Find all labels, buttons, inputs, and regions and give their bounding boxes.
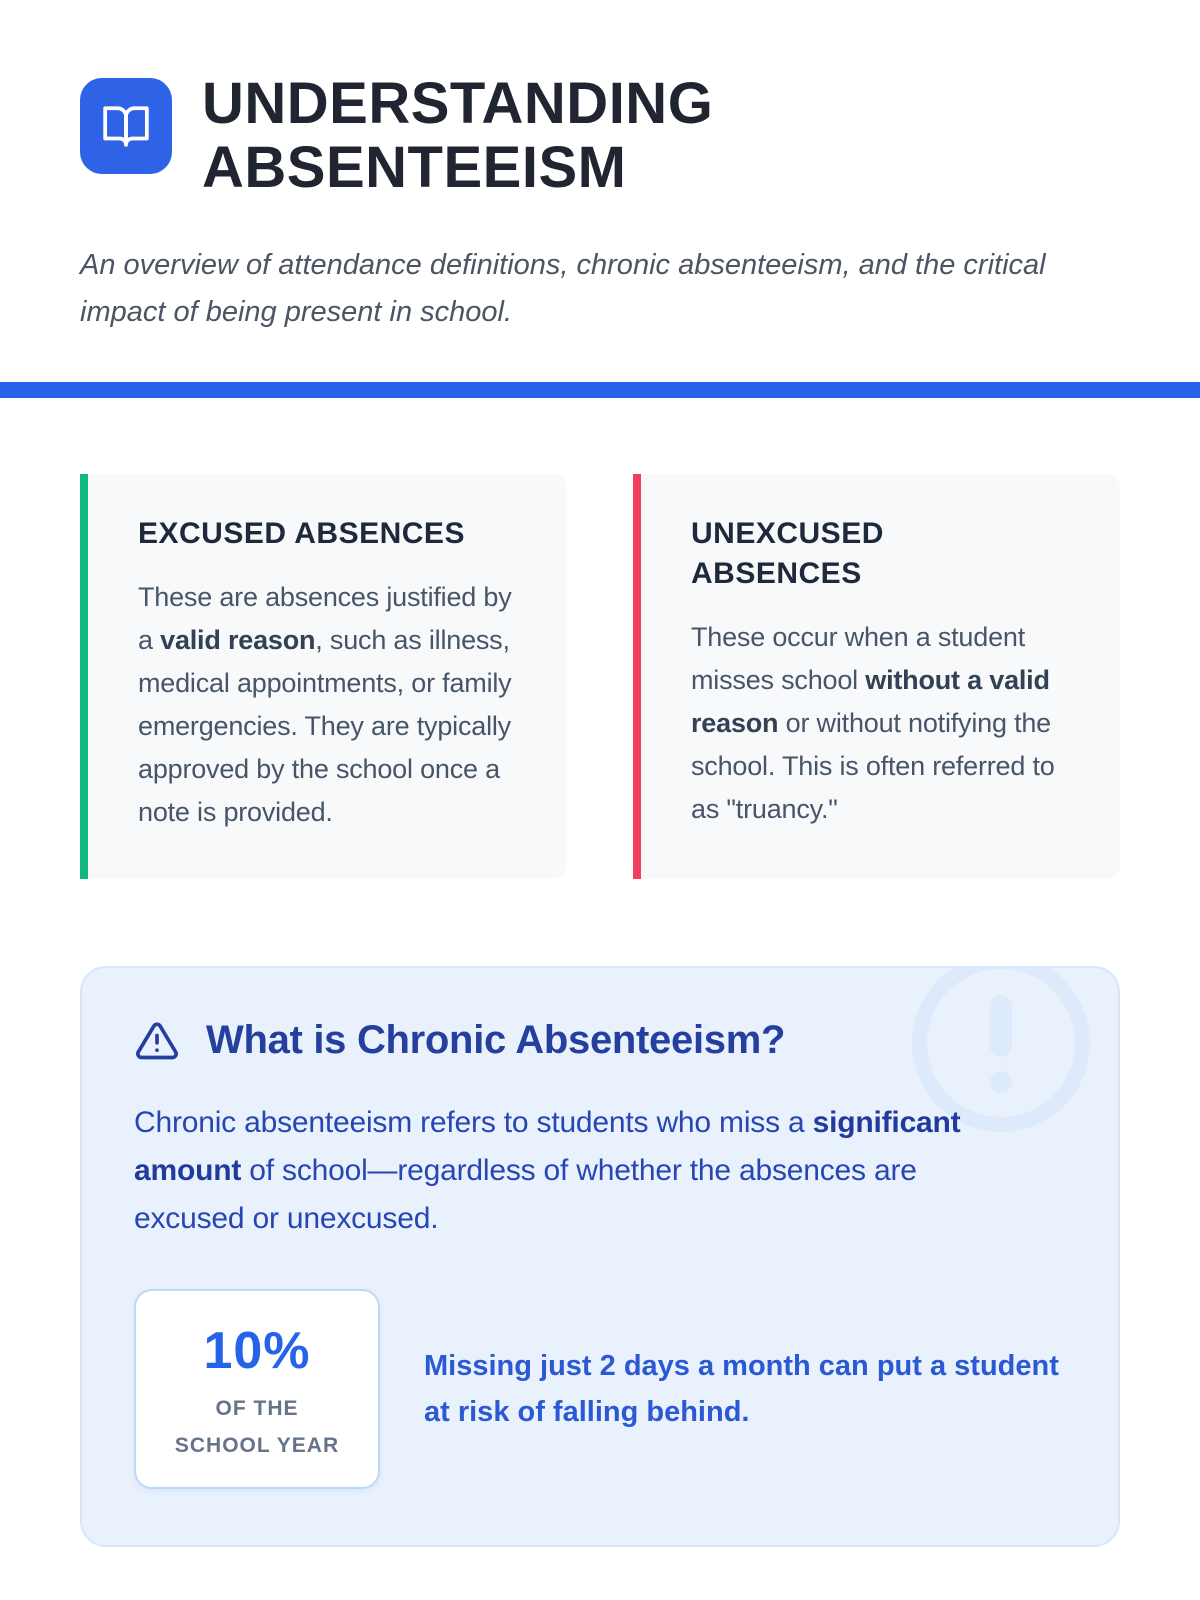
page-title-line2: ABSENTEEISM bbox=[202, 135, 627, 200]
definition-cards: EXCUSED ABSENCES These are absences just… bbox=[80, 474, 1120, 879]
page-title: UNDERSTANDING ABSENTEEISM bbox=[202, 72, 713, 200]
chronic-card-body: Chronic absenteeism refers to students w… bbox=[134, 1099, 1014, 1243]
unexcused-body-pre: These occur when a student misses school bbox=[691, 622, 1026, 695]
stat-row: 10% OF THE SCHOOL YEAR Missing just 2 da… bbox=[134, 1289, 1066, 1489]
chronic-body-bold: significant amount bbox=[134, 1106, 961, 1187]
page-subtitle: An overview of attendance definitions, c… bbox=[80, 249, 1046, 328]
chronic-body-post: of school—regardless of whether the abse… bbox=[134, 1154, 917, 1235]
unexcused-absences-card: UNEXCUSED ABSENCES These occur when a st… bbox=[633, 474, 1120, 879]
warning-triangle-icon bbox=[136, 1022, 178, 1059]
excused-body-pre: These are absences justified by a bbox=[138, 582, 512, 655]
page-title-line1: UNDERSTANDING bbox=[202, 71, 714, 136]
excused-absences-card: EXCUSED ABSENCES These are absences just… bbox=[80, 474, 567, 879]
excused-body-post: , such as illness, medical appointments,… bbox=[138, 625, 512, 827]
stat-value: 10% bbox=[203, 1321, 311, 1380]
page-header-section: UNDERSTANDING ABSENTEEISM An overview of… bbox=[0, 0, 1200, 336]
stat-label-line1: OF THE bbox=[215, 1396, 299, 1420]
stat-box: 10% OF THE SCHOOL YEAR bbox=[134, 1289, 380, 1489]
unexcused-body-post: or without notifying the school. This is… bbox=[691, 708, 1055, 824]
excused-absences-body: These are absences justified by a valid … bbox=[138, 576, 525, 834]
excused-absences-title: EXCUSED ABSENCES bbox=[138, 517, 465, 550]
chronic-card-header: What is Chronic Absenteeism? bbox=[134, 1018, 1066, 1063]
unexcused-absences-title: UNEXCUSED ABSENCES bbox=[691, 517, 884, 590]
unexcused-body-bold: without a valid reason bbox=[691, 665, 1050, 738]
unexcused-absences-body: These occur when a student misses school… bbox=[691, 616, 1078, 831]
excused-body-bold: valid reason bbox=[160, 625, 316, 655]
blue-divider-bar bbox=[0, 382, 1200, 398]
chronic-body-pre: Chronic absenteeism refers to students w… bbox=[134, 1106, 813, 1139]
watermark-exclamation-dot bbox=[990, 1071, 1012, 1093]
open-book-icon bbox=[80, 78, 172, 174]
stat-note: Missing just 2 days a month can put a st… bbox=[424, 1350, 1059, 1428]
stat-label-line2: SCHOOL YEAR bbox=[174, 1433, 340, 1457]
header: UNDERSTANDING ABSENTEEISM bbox=[80, 0, 1120, 200]
chronic-card-title: What is Chronic Absenteeism? bbox=[206, 1018, 786, 1062]
chronic-absenteeism-card: What is Chronic Absenteeism? Chronic abs… bbox=[80, 966, 1120, 1547]
